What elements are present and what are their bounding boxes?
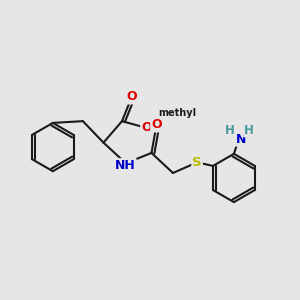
Text: N: N [236,133,246,146]
Text: O: O [151,118,162,131]
Text: O: O [126,91,137,103]
Text: H: H [225,124,235,137]
Text: H: H [244,124,254,137]
Text: O: O [141,122,152,134]
Text: methyl: methyl [158,108,196,118]
Text: S: S [192,156,202,169]
Text: NH: NH [115,159,136,172]
